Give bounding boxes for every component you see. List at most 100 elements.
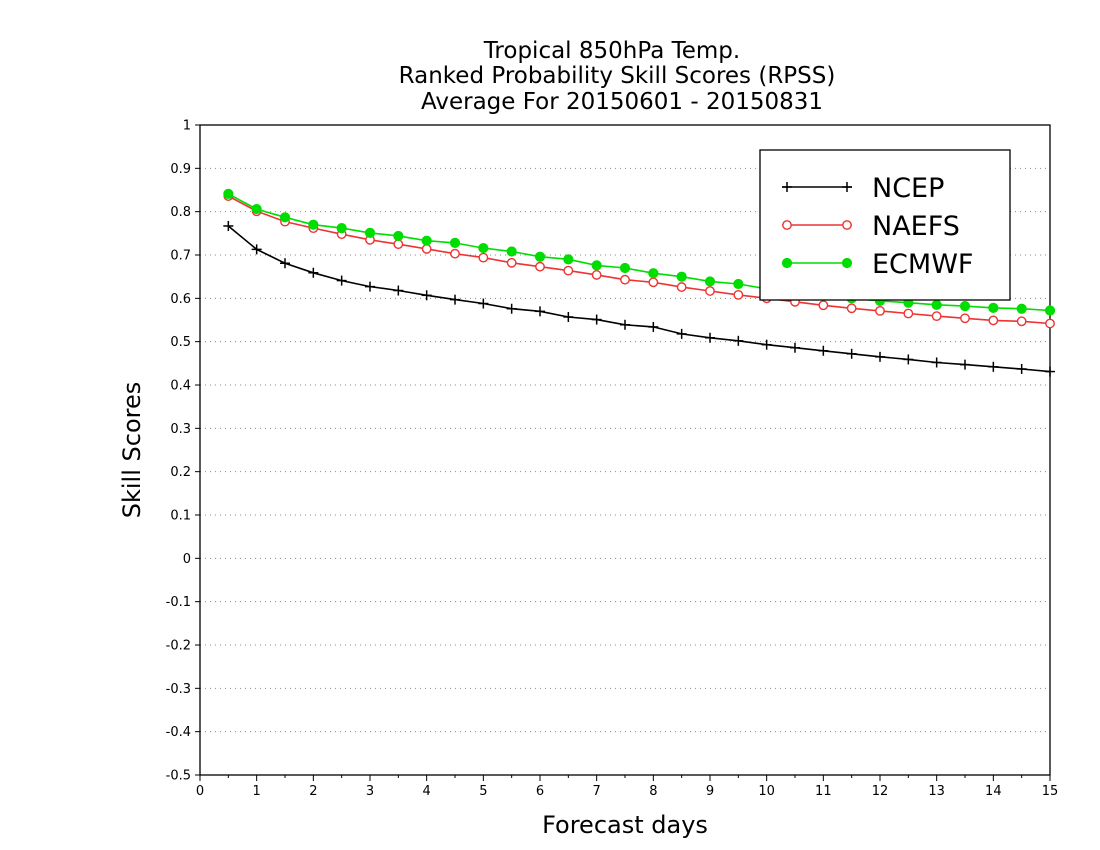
ncep-point [875, 351, 885, 362]
y-tick-label: -0.5 [166, 769, 191, 784]
y-tick-label: 0.8 [170, 205, 191, 220]
naefs-point [931, 311, 942, 321]
legend-naefs-marker [782, 220, 792, 230]
ecmwf-point [308, 219, 319, 230]
ncep-point [931, 357, 942, 368]
x-tick-label: 12 [872, 784, 889, 799]
x-tick-label: 6 [536, 784, 544, 799]
x-tick-label: 1 [253, 784, 261, 799]
legend-ecmwf-label: ECMWF [872, 249, 973, 280]
ncep-point [1045, 366, 1055, 377]
ecmwf-point [364, 227, 376, 238]
ecmwf-point [959, 301, 971, 312]
ncep-point [988, 361, 999, 372]
ecmwf-point [1044, 305, 1056, 316]
y-tick-label: 0.3 [170, 422, 191, 437]
legend: NCEP NAEFS ECMWF [759, 149, 1011, 301]
y-tick-label: 0.5 [170, 335, 191, 350]
y-tick-label: 0.6 [170, 292, 191, 307]
legend-naefs-marker [842, 220, 852, 230]
legend-naefs-label: NAEFS [872, 211, 960, 242]
x-axis-label: Forecast days [542, 811, 708, 839]
ncep-point [478, 298, 489, 309]
ncep-point [506, 303, 517, 314]
ncep-point [535, 306, 545, 317]
naefs-point [676, 282, 687, 292]
x-tick-label: 11 [815, 784, 832, 799]
ncep-point [818, 345, 829, 356]
ncep-point [393, 285, 404, 296]
ncep-point [960, 359, 970, 370]
naefs-point [620, 274, 630, 285]
ncep-point [648, 321, 659, 332]
y-tick-label: -0.1 [166, 595, 191, 610]
ecmwf-point [704, 276, 716, 287]
x-tick-label: 7 [593, 784, 601, 799]
legend-ncep-marker [842, 182, 852, 192]
ncep-point [620, 319, 630, 330]
naefs-point [988, 315, 999, 326]
ncep-point [223, 220, 234, 231]
ncep-point [308, 267, 319, 278]
ecmwf-point [279, 212, 291, 223]
y-tick-label: 0.1 [170, 509, 191, 524]
title-line-2: Ranked Probability Skill Scores (RPSS) [399, 63, 836, 89]
x-tick-label: 5 [479, 784, 487, 799]
x-tick-label: 15 [1042, 784, 1059, 799]
naefs-point [1045, 318, 1055, 329]
naefs-point [393, 239, 404, 250]
ecmwf-point [676, 271, 687, 282]
y-tick-label: 0 [183, 552, 191, 567]
ncep-point [365, 281, 375, 292]
ecmwf-point [619, 262, 631, 274]
ncep-point [563, 311, 574, 322]
ecmwf-point [478, 242, 489, 254]
naefs-point [818, 300, 829, 311]
ncep-series [223, 220, 1055, 377]
ncep-point [421, 290, 432, 301]
naefs-point [478, 252, 489, 263]
ncep-point [676, 328, 687, 339]
ecmwf-point [563, 254, 574, 265]
title-line-1: Tropical 850hPa Temp. [483, 38, 740, 64]
legend-ecmwf-marker [841, 257, 853, 269]
naefs-point [846, 303, 857, 314]
naefs-point [535, 261, 545, 272]
x-tick-label: 13 [928, 784, 945, 799]
ncep-point [846, 348, 857, 359]
ncep-point [1016, 363, 1027, 374]
y-tick-label: 0.7 [170, 249, 191, 264]
ecmwf-point [648, 268, 659, 279]
chart-title: Tropical 850hPa Temp. Ranked Probability… [399, 38, 836, 115]
y-tick-label: 1 [183, 119, 191, 134]
naefs-point [960, 313, 970, 324]
y-tick-label: -0.3 [166, 682, 191, 697]
legend-ncep-marker [782, 182, 792, 192]
x-tick-label: 8 [649, 784, 657, 799]
naefs-point [421, 244, 432, 254]
legend-ecmwf-marker [781, 257, 793, 269]
ncep-point [903, 354, 914, 365]
ecmwf-point [336, 223, 347, 234]
axis-ticks: -0.5 -0.4 -0.3 -0.2 -0.1 0 0.1 0.2 0.3 0.4 0.5 0.6 0… [166, 119, 1059, 800]
x-tick-label: 10 [758, 784, 775, 799]
ecmwf-point [251, 203, 262, 215]
title-line-3: Average For 20150601 - 20150831 [421, 89, 823, 115]
x-tick-label: 2 [309, 784, 317, 799]
ncep-point [336, 275, 347, 286]
ecmwf-point [1016, 303, 1027, 314]
naefs-point [705, 286, 715, 296]
grid [200, 167, 1050, 733]
y-tick-label: -0.2 [166, 639, 191, 654]
naefs-point [648, 277, 659, 288]
ncep-point [450, 294, 460, 305]
ecmwf-point [988, 302, 999, 313]
ecmwf-point [421, 235, 432, 246]
ncep-point [251, 244, 262, 255]
x-tick-label: 14 [985, 784, 1002, 799]
ecmwf-point [223, 188, 234, 199]
ncep-point [705, 332, 715, 343]
ecmwf-point [449, 237, 461, 248]
